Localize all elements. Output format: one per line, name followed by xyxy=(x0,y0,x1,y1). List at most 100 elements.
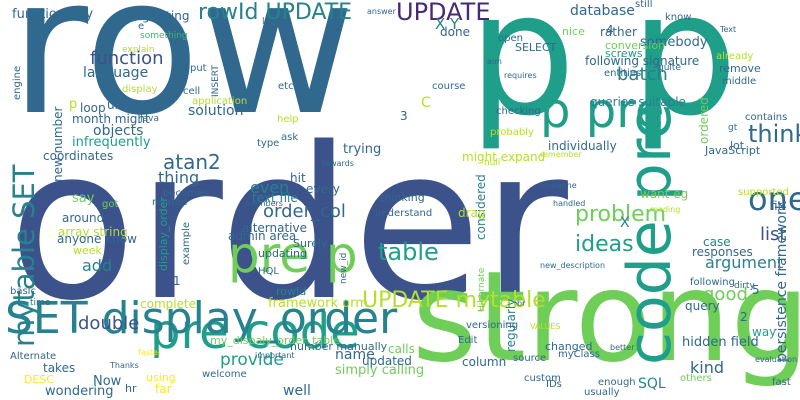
cloud-word: case xyxy=(703,235,731,249)
cloud-word: function xyxy=(90,48,164,69)
cloud-word: related xyxy=(152,197,188,208)
cloud-word: new_description xyxy=(540,261,606,270)
cloud-word: kind xyxy=(690,358,725,377)
cloud-word: know xyxy=(665,12,692,23)
cloud-word: still xyxy=(635,0,653,10)
cloud-word: middle xyxy=(722,76,757,87)
cloud-word: dirty xyxy=(734,281,755,291)
cloud-word: queries suitable xyxy=(590,95,686,109)
cloud-word: add xyxy=(82,256,113,275)
cloud-word: updated xyxy=(362,354,412,368)
cloud-word: problem xyxy=(575,202,667,227)
cloud-word: rowId xyxy=(276,285,307,298)
cloud-word: Now xyxy=(93,374,122,389)
cloud-word: gt xyxy=(728,123,738,133)
cloud-word: remember xyxy=(540,150,582,159)
cloud-word: Edit xyxy=(458,335,478,346)
cloud-word: lot xyxy=(730,139,745,152)
cloud-word: display xyxy=(122,84,158,95)
cloud-word: C xyxy=(421,95,431,111)
cloud-word: DESC xyxy=(24,373,55,386)
cloud-word: 3 xyxy=(400,109,408,123)
cloud-word: 4 xyxy=(606,23,614,37)
cloud-word: query xyxy=(685,299,720,313)
cloud-word: INSERT xyxy=(211,65,221,97)
cloud-word: someone xyxy=(540,181,577,190)
cloud-word: even xyxy=(250,178,290,197)
cloud-word: becomes xyxy=(163,188,209,199)
cloud-word: might expand xyxy=(462,150,546,164)
cloud-word: display_order xyxy=(157,197,170,271)
cloud-word: Hibernate xyxy=(477,267,487,312)
cloud-word: individually xyxy=(548,139,617,153)
cloud-word: supported xyxy=(738,187,789,198)
cloud-word: contains xyxy=(745,112,788,123)
cloud-word: admin area xyxy=(228,229,297,243)
cloud-word: put xyxy=(190,63,207,74)
cloud-word: fast xyxy=(772,377,791,388)
cloud-word: Alternate xyxy=(10,351,57,362)
cloud-word: explain xyxy=(122,45,155,55)
cloud-word: responses xyxy=(692,245,753,259)
cloud-word: text file xyxy=(252,191,298,205)
cloud-word: week xyxy=(73,244,102,257)
cloud-word: well xyxy=(283,383,311,399)
cloud-word: probably xyxy=(490,127,534,138)
cloud-word: br xyxy=(517,299,526,308)
cloud-word: atan2 xyxy=(163,150,221,174)
cloud-word: updating xyxy=(258,247,308,260)
cloud-word: usually xyxy=(584,387,620,398)
cloud-word: something xyxy=(140,31,188,41)
cloud-word: UPDATE mytable xyxy=(362,288,546,313)
cloud-word: custom xyxy=(524,373,561,384)
cloud-word: thinking xyxy=(380,191,425,204)
cloud-word: reading xyxy=(650,205,681,214)
cloud-word: handled xyxy=(553,199,586,208)
cloud-word: rowId UPDATE xyxy=(198,0,353,25)
cloud-word: persistence framework xyxy=(774,201,790,362)
cloud-word: order_col xyxy=(263,201,346,222)
cloud-word: nice xyxy=(562,25,585,38)
cloud-word: provide xyxy=(220,350,284,370)
cloud-word: large xyxy=(262,17,285,27)
cloud-word: IDs xyxy=(546,379,562,390)
cloud-word: cell xyxy=(183,86,201,97)
cloud-word: 5 xyxy=(752,283,760,297)
cloud-word: database xyxy=(570,3,635,19)
cloud-word: Thanks xyxy=(110,361,139,370)
cloud-word: myClass xyxy=(558,349,600,360)
cloud-word: row xyxy=(10,0,356,157)
cloud-word: answer xyxy=(367,7,396,16)
cloud-word: members xyxy=(245,199,283,208)
cloud-word: framework orm xyxy=(268,296,368,311)
cloud-word: unique xyxy=(107,98,149,112)
cloud-word: VALUES xyxy=(530,322,561,331)
cloud-word: order xyxy=(8,102,568,347)
cloud-word: name xyxy=(335,347,375,363)
cloud-word: towards xyxy=(322,159,354,168)
cloud-word: want eg xyxy=(640,187,689,201)
cloud-word: understand xyxy=(375,208,433,219)
cloud-word: good xyxy=(703,284,748,305)
cloud-word: say xyxy=(72,191,95,206)
cloud-word: infrequently xyxy=(72,135,151,150)
cloud-word: language xyxy=(83,65,149,81)
cloud-word: one xyxy=(748,180,800,218)
cloud-word: p pre xyxy=(540,83,665,139)
cloud-word: ordered xyxy=(697,97,711,144)
cloud-word: fit xyxy=(770,199,783,213)
cloud-word: faster xyxy=(138,348,162,357)
cloud-word: hidden field xyxy=(682,335,759,350)
cloud-word: mytable SET xyxy=(7,164,41,347)
cloud-word: argument xyxy=(705,253,784,272)
cloud-word: month might xyxy=(72,112,150,126)
cloud-word: number manually xyxy=(290,340,388,353)
cloud-word: trying xyxy=(343,142,382,157)
cloud-word: strong xyxy=(412,245,800,390)
cloud-word: got xyxy=(102,199,119,210)
cloud-word: Surely xyxy=(293,237,328,250)
cloud-word: array string xyxy=(58,225,128,239)
cloud-word: batch xyxy=(617,64,668,85)
cloud-word: around xyxy=(62,211,105,225)
